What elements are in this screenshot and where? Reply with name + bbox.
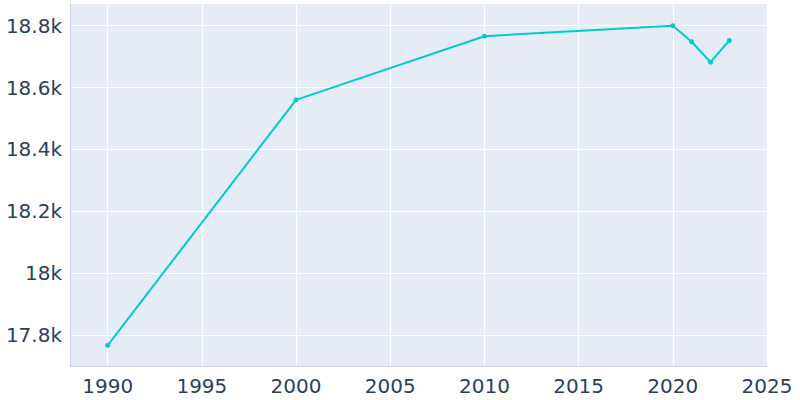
svg-text:18.8k: 18.8k [6, 14, 63, 38]
svg-text:2005: 2005 [365, 374, 416, 398]
svg-text:2000: 2000 [271, 374, 322, 398]
svg-text:2020: 2020 [647, 374, 698, 398]
svg-text:18k: 18k [25, 261, 62, 285]
svg-text:2010: 2010 [459, 374, 510, 398]
svg-text:18.2k: 18.2k [6, 199, 63, 223]
svg-text:17.8k: 17.8k [6, 323, 63, 347]
svg-text:1995: 1995 [176, 374, 227, 398]
svg-text:18.6k: 18.6k [6, 76, 63, 100]
svg-text:2015: 2015 [553, 374, 604, 398]
svg-text:1990: 1990 [82, 374, 133, 398]
svg-text:2025: 2025 [742, 374, 793, 398]
svg-text:18.4k: 18.4k [6, 137, 63, 161]
